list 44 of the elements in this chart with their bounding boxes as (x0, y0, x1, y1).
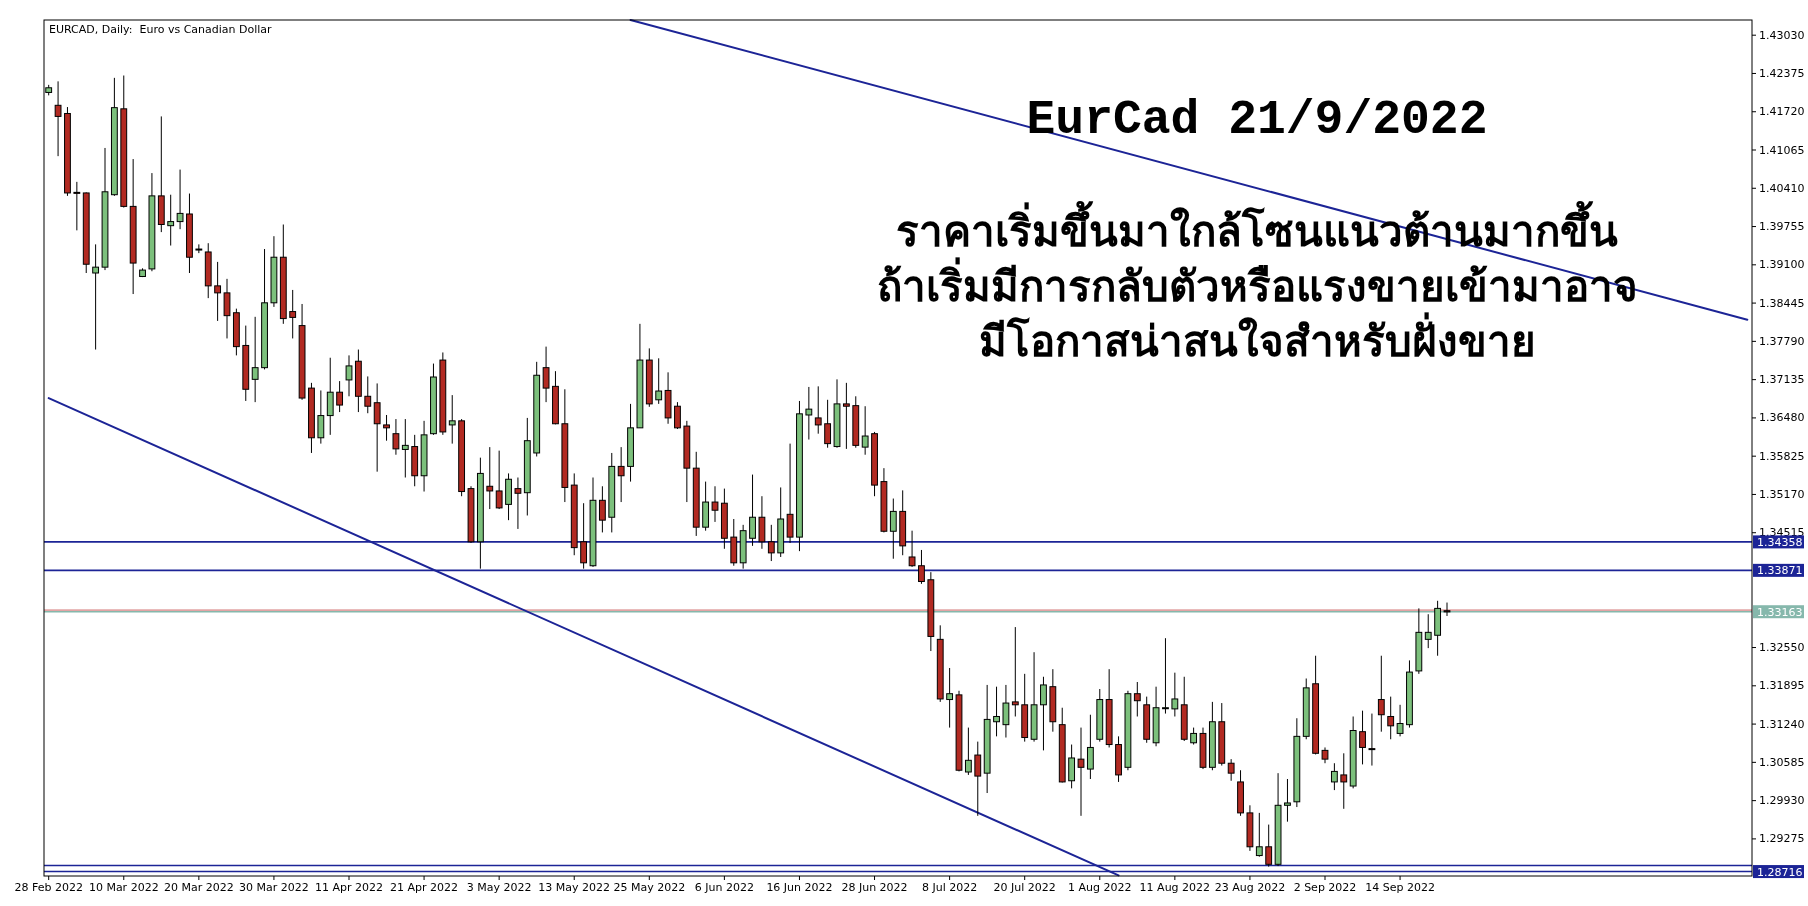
x-tick-label: 1 Aug 2022 (1068, 881, 1132, 894)
x-tick-label: 14 Sep 2022 (1365, 881, 1435, 894)
x-tick-label: 20 Jul 2022 (993, 881, 1056, 894)
y-tick-label: 1.42375 (1759, 66, 1805, 80)
title: EurCad 21/9/2022 (1026, 93, 1488, 147)
x-tick-label: 11 Aug 2022 (1139, 881, 1211, 894)
x-tick-label: 10 Mar 2022 (88, 881, 159, 894)
y-tick-label: 1.38445 (1759, 296, 1805, 310)
y-tick-label: 1.40410 (1759, 181, 1805, 195)
y-tick-label: 1.39100 (1759, 258, 1805, 272)
y-tick-label: 1.37135 (1759, 373, 1805, 387)
x-tick-label: 25 May 2022 (613, 881, 686, 894)
price-label: 1.33163 (1753, 605, 1804, 619)
y-tick-label: 1.35170 (1759, 487, 1805, 501)
y-tick-label: 1.43030 (1759, 28, 1805, 42)
y-tick-label: 1.31240 (1759, 717, 1805, 731)
price-label: 1.34358 (1753, 535, 1804, 549)
x-tick-label: 3 May 2022 (466, 881, 532, 894)
y-tick-label: 1.29930 (1759, 794, 1805, 808)
y-tick-label: 1.37790 (1759, 334, 1805, 348)
x-tick-label: 11 Apr 2022 (315, 881, 383, 894)
y-tick-label: 1.41720 (1759, 105, 1805, 119)
x-tick-label: 30 Mar 2022 (239, 881, 309, 894)
x-tick-label: 16 Jun 2022 (766, 881, 833, 894)
x-tick-label: 28 Feb 2022 (14, 881, 83, 894)
y-tick-label: 1.30585 (1759, 755, 1805, 769)
ref-line-label: 1.33871 (1757, 564, 1803, 578)
y-tick-label: 1.32550 (1759, 641, 1805, 655)
y-tick-label: 1.39755 (1759, 220, 1805, 234)
price-label: 1.28716 (1753, 865, 1804, 879)
x-tick-label: 20 Mar 2022 (163, 881, 234, 894)
x-tick-label: 21 Apr 2022 (390, 881, 459, 894)
x-tick-label: 13 May 2022 (538, 881, 611, 894)
y-tick-label: 1.29275 (1759, 832, 1805, 846)
y-tick-label: 1.31895 (1759, 679, 1805, 693)
y-tick-label: 1.41065 (1759, 143, 1805, 157)
x-tick-label: 28 Jun 2022 (841, 881, 908, 894)
x-tick-label: 6 Jun 2022 (694, 881, 754, 894)
y-tick-label: 1.36480 (1759, 411, 1805, 425)
x-tick-label: 8 Jul 2022 (922, 881, 978, 894)
x-tick-label: 2 Sep 2022 (1293, 881, 1357, 894)
y-tick-label: 1.35825 (1759, 449, 1805, 463)
annotation: EURCAD, Daily: Euro vs Canadian Dollar (49, 23, 272, 36)
x-tick-label: 23 Aug 2022 (1214, 881, 1286, 894)
